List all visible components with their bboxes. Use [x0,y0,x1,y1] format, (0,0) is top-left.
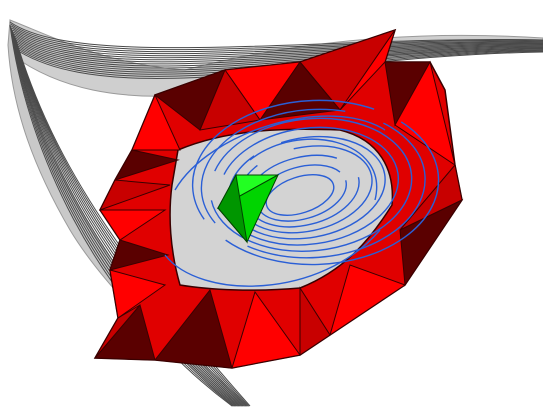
ring-facet [258,61,341,121]
tetra-face-left [217,173,248,244]
streamline [174,115,386,191]
sheet-top-line [16,41,543,69]
ring-facet [154,288,233,369]
streamline [218,126,400,246]
streamline [249,138,378,201]
ring-facet [339,29,396,111]
sheet-top-line [13,31,543,59]
sheet-top-line [17,43,543,71]
sheet-top-line [12,29,543,57]
streamline [191,99,440,266]
ring-facet [399,198,464,287]
green-tetrahedron [216,173,280,244]
ring-facet [94,304,141,359]
ring-block-facets [93,29,464,369]
blue-streamlines [164,99,440,287]
sheet-top-line [15,39,543,67]
ring-facet [99,209,167,241]
sheet-top-line [9,21,543,49]
streamline [265,174,335,216]
red-block-ring [93,28,464,369]
ring-facet [394,60,456,167]
ring-facet [131,93,181,151]
sheet-top-line [14,35,543,63]
sheet-top-line [15,37,543,65]
ring-facet [109,239,170,271]
ring-facet [231,290,301,369]
streamline [200,108,426,259]
sheet-top-line [11,25,543,53]
ring-facet [329,264,407,337]
streamline [209,117,413,252]
ring-facet [299,286,331,356]
ring-facet [113,149,180,181]
sheet-top-line [11,27,543,55]
ring-facet [109,269,167,319]
sheet-top-line [13,33,543,61]
sheet-top-line [10,23,543,51]
ring-facet [98,179,171,211]
streamline [164,229,381,287]
